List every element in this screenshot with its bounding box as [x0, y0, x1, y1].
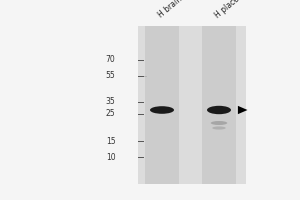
Bar — [138, 26, 246, 184]
Ellipse shape — [150, 106, 174, 114]
Ellipse shape — [212, 126, 226, 130]
Text: H brain: H brain — [156, 0, 184, 20]
Bar — [202, 26, 236, 184]
Ellipse shape — [211, 121, 227, 125]
Text: 70: 70 — [106, 55, 116, 64]
Text: 35: 35 — [106, 98, 116, 106]
Ellipse shape — [207, 106, 231, 114]
Text: H placenta: H placenta — [213, 0, 251, 20]
Bar — [145, 26, 179, 184]
Text: 15: 15 — [106, 136, 116, 146]
Text: 55: 55 — [106, 72, 116, 80]
Text: 10: 10 — [106, 152, 116, 162]
Polygon shape — [238, 106, 247, 114]
Text: 25: 25 — [106, 110, 116, 118]
